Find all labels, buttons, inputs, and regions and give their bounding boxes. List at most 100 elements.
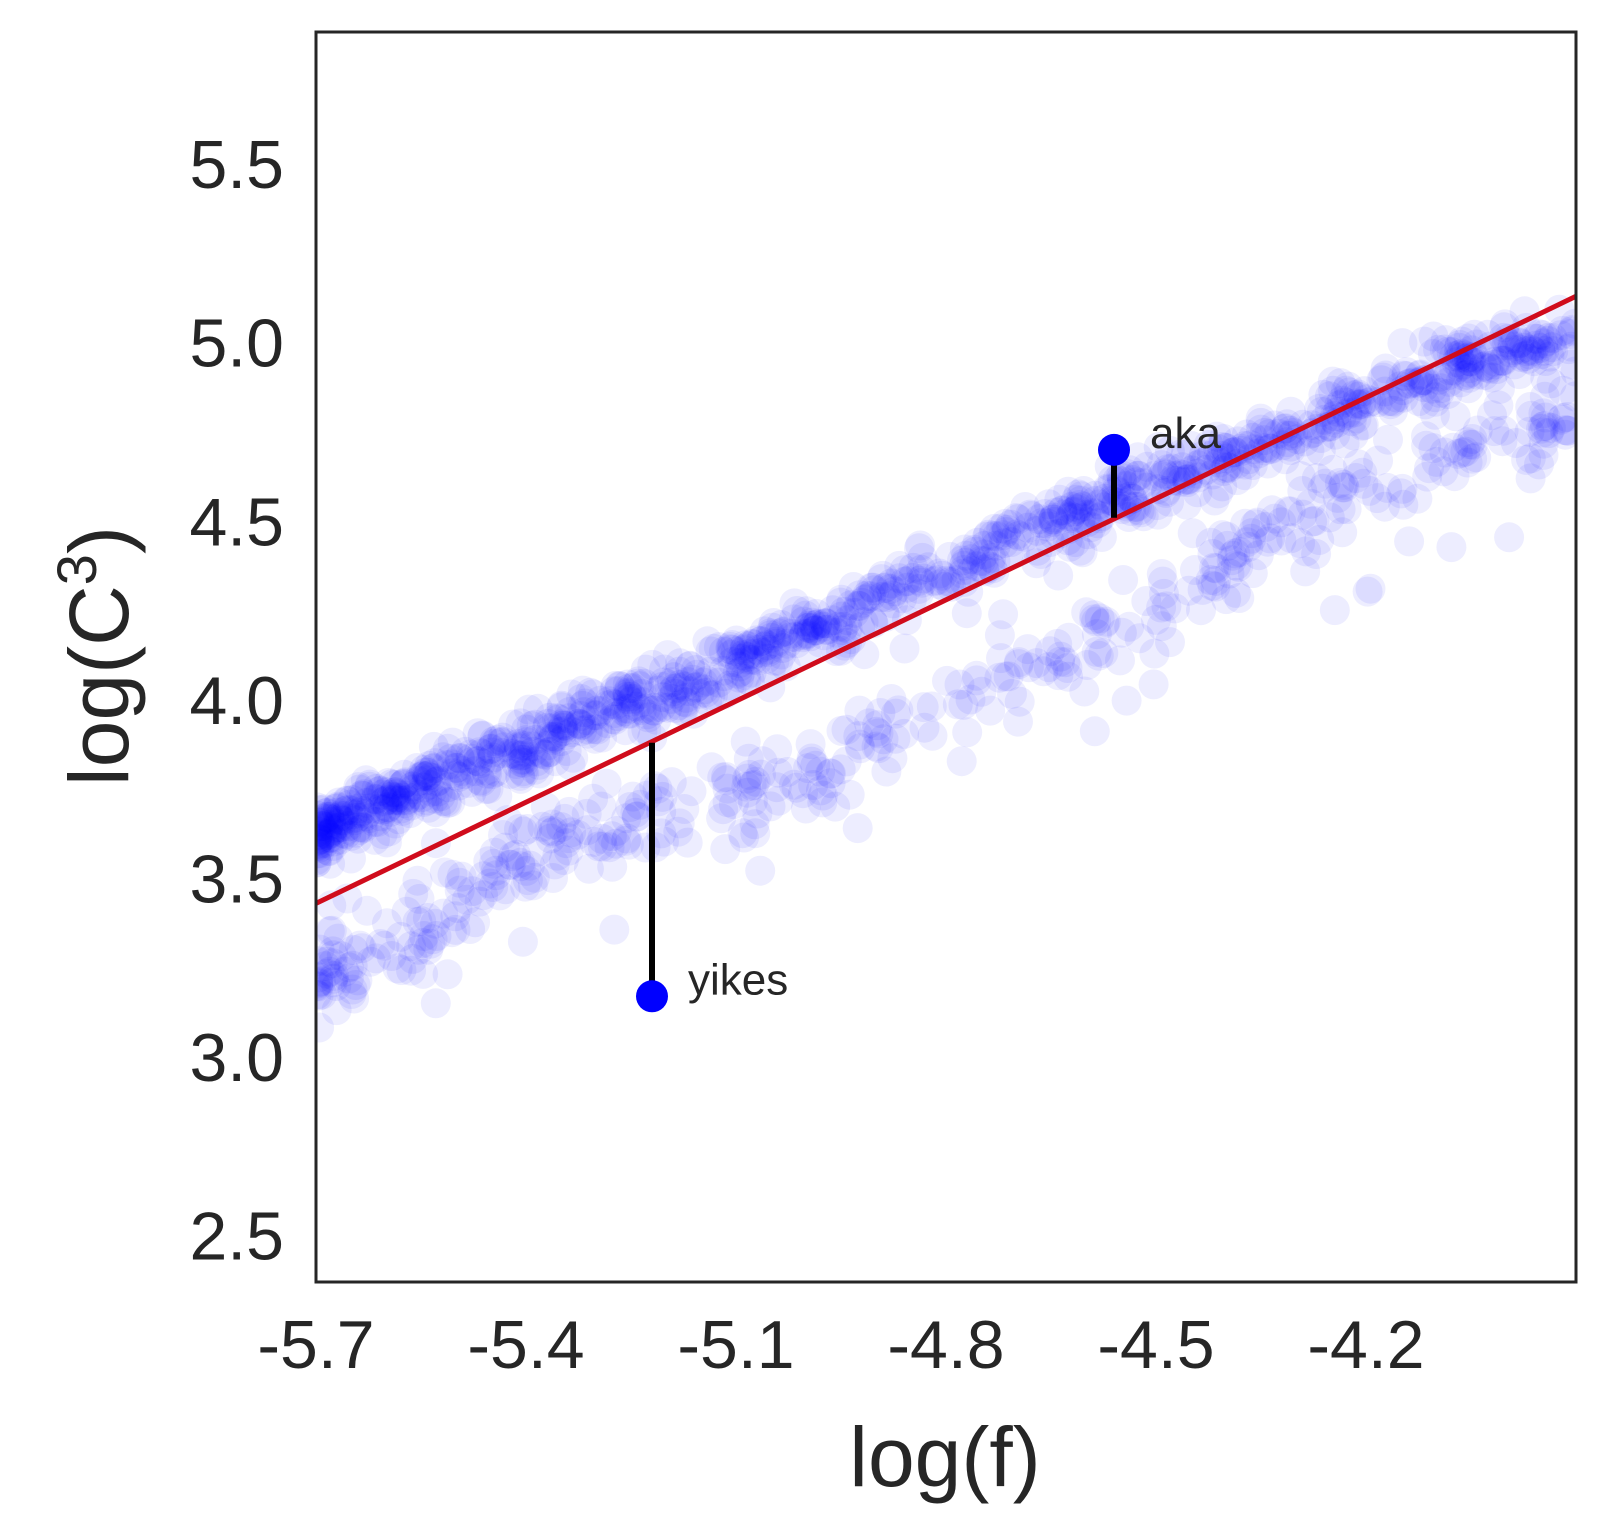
scatter-point [1537,323,1568,354]
scatter-point [1212,530,1243,561]
scatter-point [403,934,434,965]
scatter-point [449,759,480,790]
scatter-point [1161,465,1191,496]
scatter-point [1487,345,1518,376]
scatter-point [1528,398,1559,429]
scatter-point [714,670,745,701]
scatter-point [1528,411,1559,442]
scatter-point [1514,339,1545,370]
scatter-point [1237,558,1268,589]
scatter-point [680,672,711,703]
scatter-point [924,558,955,589]
scatter-point [336,820,367,851]
scatter-point [605,671,636,702]
scatter-point [316,807,335,838]
scatter-point [398,774,429,805]
scatter-point [834,779,865,810]
scatter-point [616,681,647,712]
scatter-point [807,787,838,818]
scatter-point [1349,376,1380,407]
scatter-point [717,647,748,677]
scatter-point [555,750,586,781]
scatter-point [1409,326,1439,357]
scatter-point [1538,336,1569,367]
scatter-point [758,608,789,638]
scatter-point [1149,578,1179,609]
scatter-point [571,798,602,829]
scatter-point [1452,427,1483,458]
scatter-point [1495,337,1526,368]
scatter-point [1002,504,1033,535]
scatter-point [1418,433,1449,464]
scatter-point [761,628,792,659]
scatter-point [1149,458,1180,489]
scatter-point [567,715,597,746]
scatter-point [388,769,419,800]
scatter-point [844,729,875,760]
scatter-point [825,587,856,618]
scatter-point [575,677,606,708]
scatter-point [1347,457,1378,488]
scatter-point [845,612,876,643]
scatter-point [738,629,769,660]
scatter-point [1199,485,1230,516]
scatter-point [716,672,747,703]
scatter-point [1081,619,1112,650]
scatter-point [444,743,475,773]
scatter-point [371,777,402,808]
scatter-point [1167,452,1198,483]
scatter-point [1044,484,1075,515]
scatter-point [703,667,734,698]
scatter-point [409,786,440,817]
scatter-point [317,967,348,998]
scatter-point [689,674,720,705]
scatter-point [738,644,769,675]
scatter-point [412,761,443,791]
scatter-point [871,582,902,613]
scatter-point [826,584,857,615]
scatter-point [659,662,690,693]
scatter-point [327,805,358,836]
scatter-point [465,748,496,778]
scatter-point [759,645,790,676]
scatter-point [386,955,417,986]
scatter-point [1319,404,1350,435]
scatter-point [1394,526,1425,557]
scatter-point [984,662,1015,693]
scatter-point [354,771,385,802]
scatter-point [966,545,997,576]
scatter-point [563,708,594,739]
y-tick-label: 5.5 [189,127,284,203]
x-tick-label: -4.8 [887,1307,1004,1383]
scatter-point [620,691,651,722]
scatter-point [316,830,332,861]
scatter-point [1230,508,1261,539]
scatter-point [1187,574,1218,605]
scatter-point [1461,442,1492,473]
scatter-point [316,968,334,999]
scatter-point [1536,368,1567,399]
scatter-point [610,825,641,856]
y-tick-label: 3.5 [189,841,284,917]
scatter-point [329,801,360,831]
scatter-point [1276,523,1307,554]
scatter-point [615,792,646,822]
scatter-point [1486,345,1517,376]
scatter-point [1224,537,1255,567]
scatter-point [1146,559,1177,589]
scatter-point [805,756,836,787]
scatter-point [869,573,899,604]
scatter-point [1004,521,1035,551]
scatter-point [535,823,566,854]
scatter-point [600,670,631,701]
scatter-point [1454,357,1485,388]
scatter-point [591,768,622,799]
scatter-point [374,816,405,847]
scatter-point [1235,430,1266,461]
scatter-point [316,946,342,977]
scatter-point [516,711,547,741]
plot-area [316,294,1576,1043]
scatter-point [380,777,411,808]
scatter-point [695,636,726,667]
scatter-point [1146,611,1177,642]
